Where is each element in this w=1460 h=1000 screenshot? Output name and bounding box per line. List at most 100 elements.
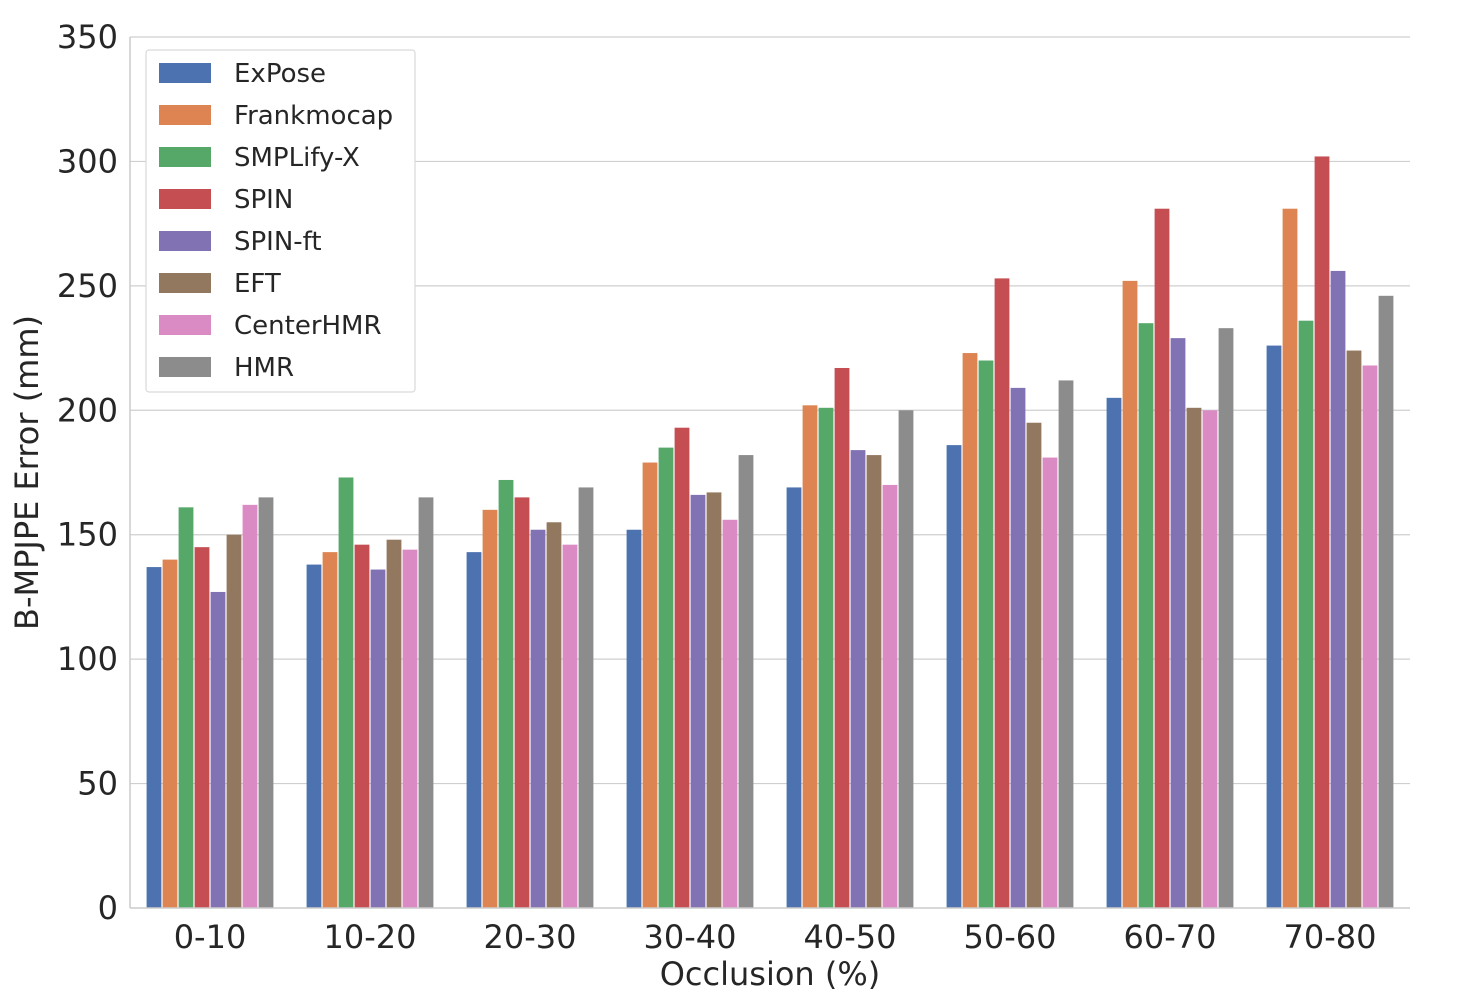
x-axis-title: Occlusion (%): [660, 955, 881, 993]
bar-eft-50-60: [1026, 422, 1042, 908]
bar-expose-20-30: [466, 552, 482, 908]
bar-smplify-x-30-40: [658, 447, 674, 908]
bar-expose-0-10: [146, 567, 162, 908]
bar-centerhmr-50-60: [1042, 457, 1058, 908]
bar-frankmocap-0-10: [162, 559, 178, 908]
legend-swatch: [159, 63, 211, 83]
bar-frankmocap-30-40: [642, 462, 658, 908]
x-tick-label: 0-10: [174, 918, 247, 956]
y-tick-label: 200: [57, 391, 118, 429]
bar-spin-ft-30-40: [690, 494, 706, 908]
bar-spin-70-80: [1314, 156, 1330, 909]
bar-expose-50-60: [946, 445, 962, 908]
bar-spin-0-10: [194, 547, 210, 908]
bar-eft-10-20: [386, 539, 402, 908]
y-tick-label: 100: [57, 640, 118, 678]
bar-spin-ft-10-20: [370, 569, 386, 908]
bar-spin-ft-50-60: [1010, 387, 1026, 909]
x-tick-label: 40-50: [804, 918, 897, 956]
bar-centerhmr-70-80: [1362, 365, 1378, 908]
bar-eft-70-80: [1346, 350, 1362, 908]
bar-eft-20-30: [546, 522, 562, 908]
x-tick-labels: 0-10 10-20 20-30 30-40 40-50 50-60 60-70 70-80: [174, 918, 1377, 956]
x-tick-label: 60-70: [1124, 918, 1217, 956]
legend-swatch: [159, 231, 211, 251]
bar-smplify-x-10-20: [338, 477, 354, 908]
y-tick-label: 300: [57, 142, 118, 180]
bar-frankmocap-60-70: [1122, 280, 1138, 908]
bar-expose-10-20: [306, 564, 322, 908]
bar-smplify-x-20-30: [498, 479, 514, 908]
bar-spin-30-40: [674, 427, 690, 908]
y-tick-label: 250: [57, 267, 118, 305]
bar-spin-ft-70-80: [1330, 270, 1346, 908]
bar-expose-40-50: [786, 487, 802, 908]
y-tick-label: 50: [77, 765, 118, 803]
bar-hmr-60-70: [1218, 328, 1234, 909]
bar-smplify-x-40-50: [818, 407, 834, 908]
axes: [129, 37, 1410, 909]
bar-hmr-10-20: [418, 497, 434, 908]
bars: [146, 156, 1394, 909]
bar-smplify-x-0-10: [178, 507, 194, 908]
bar-smplify-x-70-80: [1298, 320, 1314, 908]
bar-spin-50-60: [994, 278, 1010, 908]
y-tick-label: 150: [57, 516, 118, 554]
legend-label: SMPLify-X: [234, 143, 360, 173]
bar-expose-30-40: [626, 529, 642, 908]
bar-hmr-20-30: [578, 487, 594, 908]
bar-frankmocap-20-30: [482, 509, 498, 908]
bar-frankmocap-50-60: [962, 353, 978, 908]
bar-expose-70-80: [1266, 345, 1282, 908]
legend-box: [145, 49, 416, 393]
bar-spin-60-70: [1154, 208, 1170, 908]
y-axis-title: B-MPJPE Error (mm): [8, 315, 46, 630]
legend-label: HMR: [234, 353, 294, 383]
bar-eft-30-40: [706, 492, 722, 908]
legend-swatch: [159, 357, 211, 377]
bar-hmr-70-80: [1378, 295, 1394, 909]
bar-hmr-40-50: [898, 410, 914, 908]
bar-frankmocap-70-80: [1282, 208, 1298, 908]
x-tick-label: 20-30: [484, 918, 577, 956]
bar-smplify-x-50-60: [978, 360, 994, 908]
legend-label: SPIN-ft: [234, 227, 322, 257]
bar-spin-40-50: [834, 367, 850, 909]
bar-spin-10-20: [354, 544, 370, 908]
bar-centerhmr-20-30: [562, 544, 578, 908]
x-tick-label: 50-60: [964, 918, 1057, 956]
legend-label: Frankmocap: [234, 101, 393, 131]
legend-label: ExPose: [234, 59, 326, 89]
legend: ExPose Frankmocap SMPLify-X SPIN SPIN-ft EFT C…: [145, 49, 416, 393]
bar-spin-ft-40-50: [850, 450, 866, 908]
bar-eft-40-50: [866, 455, 882, 908]
legend-label: SPIN: [234, 185, 293, 215]
bar-spin-ft-0-10: [210, 591, 226, 908]
x-tick-label: 70-80: [1284, 918, 1377, 956]
bar-hmr-30-40: [738, 455, 754, 908]
legend-label: EFT: [234, 269, 281, 299]
legend-swatch: [159, 189, 211, 209]
bar-centerhmr-10-20: [402, 549, 418, 908]
legend-label: CenterHMR: [234, 311, 382, 341]
bar-centerhmr-40-50: [882, 484, 898, 908]
bar-expose-60-70: [1106, 397, 1122, 908]
legend-swatch: [159, 105, 211, 125]
bar-frankmocap-10-20: [322, 552, 338, 908]
legend-swatch: [159, 315, 211, 335]
bar-hmr-0-10: [258, 497, 274, 908]
y-tick-label: 0: [98, 889, 118, 927]
bar-centerhmr-60-70: [1202, 410, 1218, 908]
bar-centerhmr-0-10: [242, 504, 258, 908]
bar-centerhmr-30-40: [722, 519, 738, 908]
bar-eft-0-10: [226, 534, 242, 908]
bar-frankmocap-40-50: [802, 405, 818, 908]
bar-hmr-50-60: [1058, 380, 1074, 908]
bar-eft-60-70: [1186, 407, 1202, 908]
bar-spin-ft-60-70: [1170, 338, 1186, 908]
bar-spin-ft-20-30: [530, 529, 546, 908]
legend-swatch: [159, 273, 211, 293]
y-tick-labels: 0 50 100 150 200 250 300 350: [57, 18, 118, 927]
bar-smplify-x-60-70: [1138, 323, 1154, 909]
